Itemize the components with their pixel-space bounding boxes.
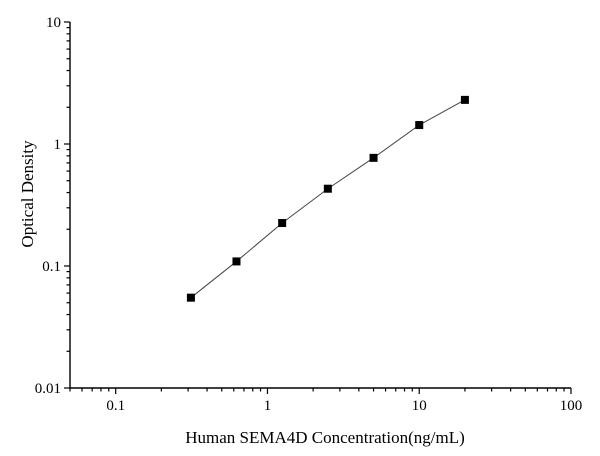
data-point — [460, 95, 469, 104]
data-point — [232, 257, 241, 266]
data-markers — [186, 95, 469, 302]
data-point — [278, 219, 287, 228]
data-point — [323, 184, 332, 193]
x-tick-label: 1 — [264, 398, 272, 414]
x-tick-label: 10 — [412, 398, 427, 414]
x-axis-title: Human SEMA4D Concentration(ng/mL) — [185, 428, 465, 447]
y-tick-label: 0.1 — [42, 259, 61, 275]
y-tick-label: 1 — [54, 137, 62, 153]
x-tick-label: 0.1 — [106, 398, 125, 414]
fit-lines — [190, 99, 466, 299]
y-tick-label: 0.01 — [35, 381, 61, 397]
plot-axes — [69, 22, 571, 389]
y-axis-title: Optical Density — [18, 140, 37, 248]
y-tick-label: 10 — [46, 15, 61, 31]
data-point — [186, 293, 195, 302]
x-ticks: 0.1 1 10 100 — [69, 388, 583, 414]
data-point — [369, 153, 378, 162]
y-ticks: 0.01 0.1 1 10 — [35, 15, 70, 397]
data-point — [415, 121, 424, 130]
x-tick-label: 100 — [560, 398, 583, 414]
fit-line — [190, 99, 466, 299]
